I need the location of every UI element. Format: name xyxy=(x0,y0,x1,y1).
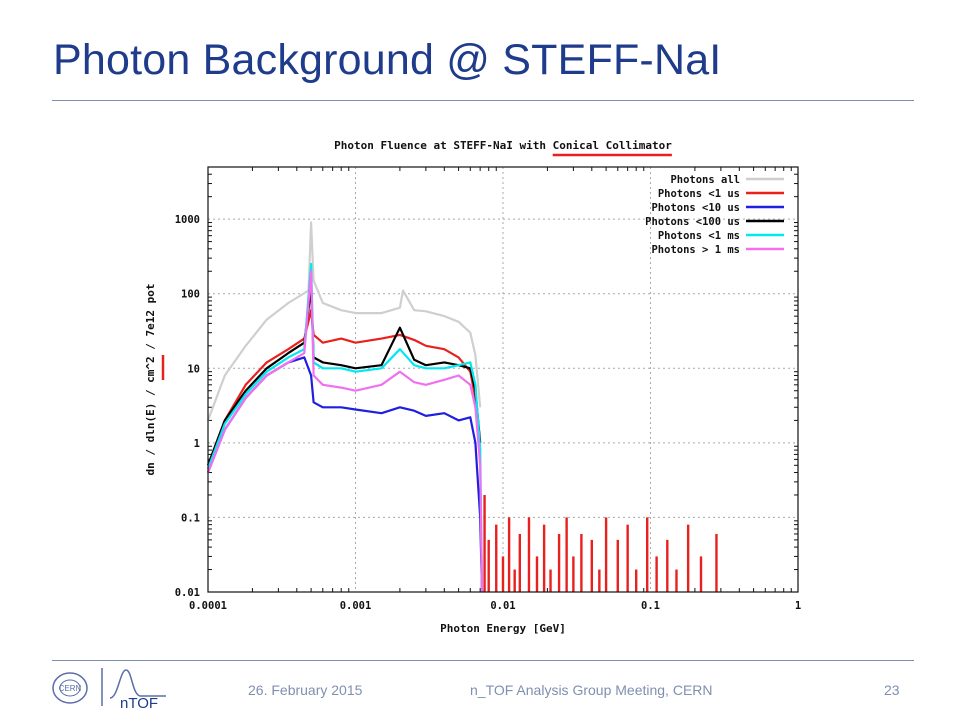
legend-label: Photons > 1 ms xyxy=(651,244,740,256)
legend-label: Photons <1 us xyxy=(658,188,740,200)
footer-meeting: n_TOF Analysis Group Meeting, CERN xyxy=(470,682,713,698)
y-tick-label: 0.01 xyxy=(175,587,200,599)
cern-logo-text: CERN xyxy=(59,684,82,693)
chart-title: Photon Fluence at STEFF-NaI with Conical… xyxy=(334,139,672,152)
page-number: 23 xyxy=(884,682,900,698)
legend-label: Photons <1 ms xyxy=(658,230,740,242)
x-tick-label: 0.01 xyxy=(490,600,515,612)
legend-label: Photons <100 us xyxy=(645,216,740,228)
series-line-0 xyxy=(206,221,482,421)
x-tick-label: 1 xyxy=(795,600,801,612)
x-axis-label: Photon Energy [GeV] xyxy=(440,622,566,635)
cern-logo: CERN xyxy=(52,672,88,704)
y-tick-label: 10 xyxy=(187,363,200,375)
series-line-2 xyxy=(206,356,484,593)
ntof-logo-text: nTOF xyxy=(120,695,158,710)
series-line-4 xyxy=(206,262,484,593)
slide-title: Photon Background @ STEFF-NaI xyxy=(53,36,722,84)
footer-divider xyxy=(52,660,914,661)
series-line-1 xyxy=(206,309,482,466)
legend-label: Photons all xyxy=(670,174,740,186)
plot-frame xyxy=(207,166,799,593)
x-tick-label: 0.0001 xyxy=(189,600,227,612)
footer-date: 26. February 2015 xyxy=(248,682,363,698)
y-tick-label: 1000 xyxy=(175,214,200,226)
y-tick-label: 0.1 xyxy=(181,512,200,524)
series-line-5 xyxy=(206,270,484,593)
y-tick-label: 100 xyxy=(181,289,200,301)
x-tick-label: 0.1 xyxy=(641,600,660,612)
title-divider xyxy=(52,100,914,101)
y-tick-label: 1 xyxy=(194,438,200,450)
photon-fluence-chart: Photon Fluence at STEFF-NaI with Conical… xyxy=(144,139,801,635)
ntof-logo: nTOF xyxy=(101,668,166,710)
x-tick-label: 0.001 xyxy=(340,600,372,612)
y-axis-label: dn / dln(E) / cm^2 / 7e12 pot xyxy=(144,283,157,475)
legend-label: Photons <10 us xyxy=(651,202,740,214)
